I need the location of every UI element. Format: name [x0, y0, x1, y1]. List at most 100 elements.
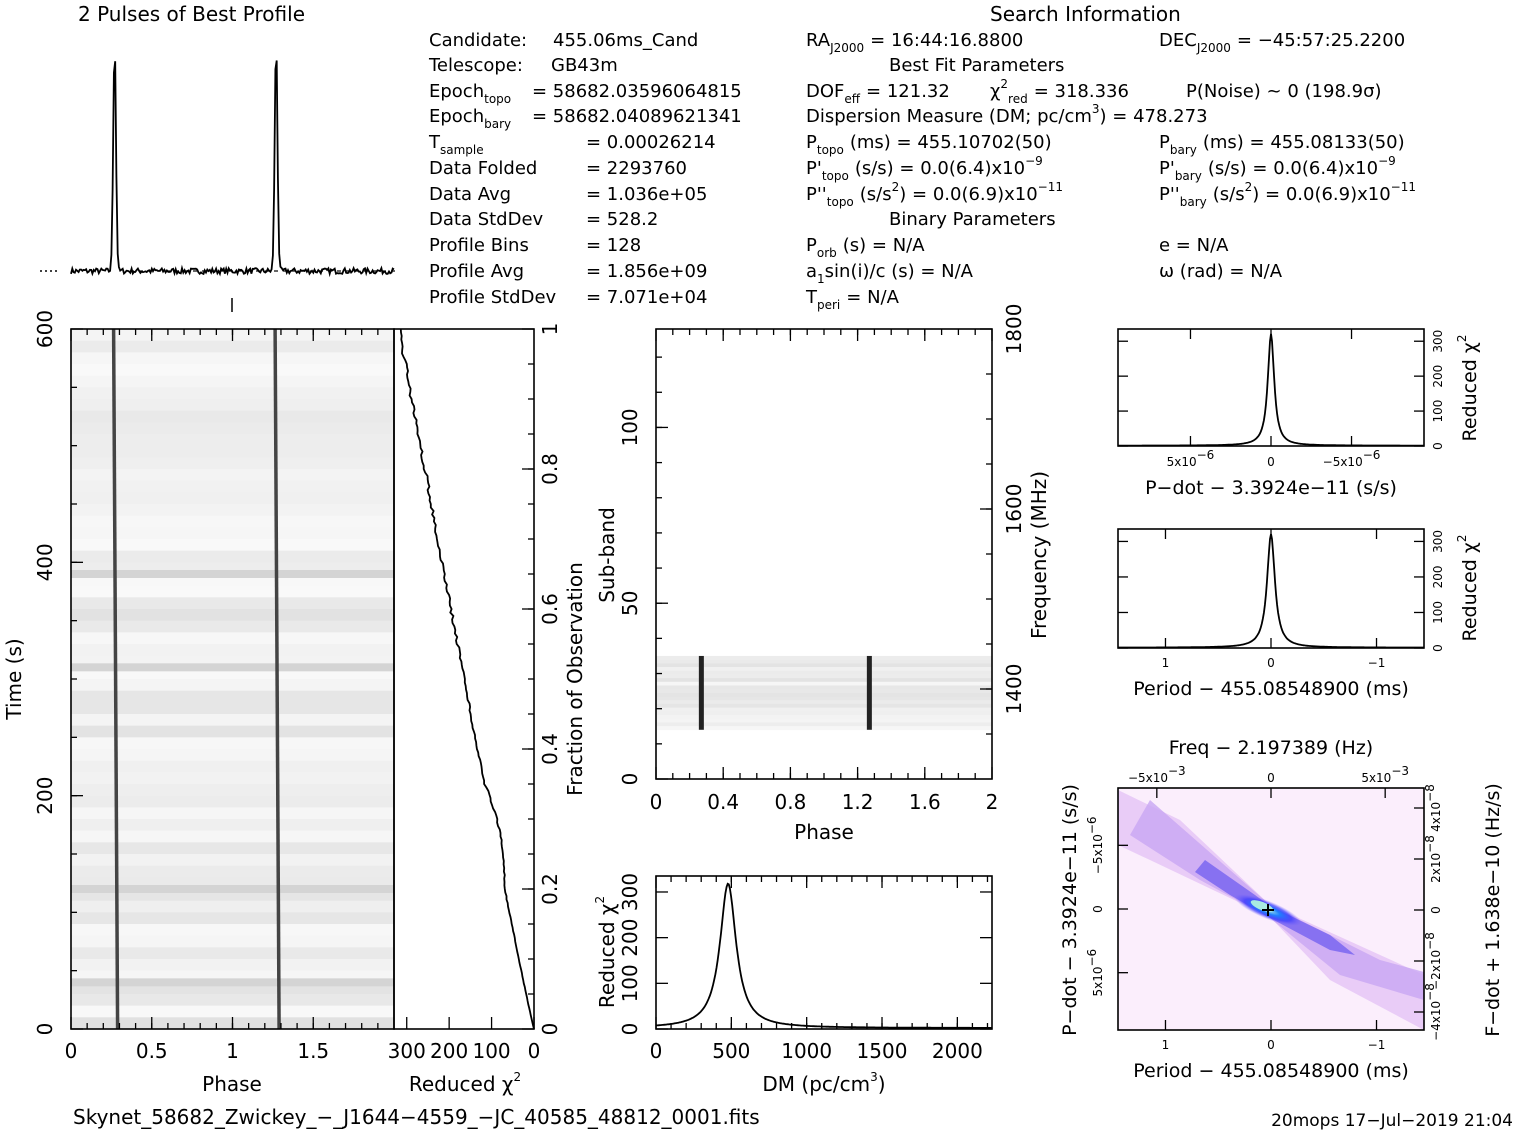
- chi-time-plot: 300 200 100 0 0 0.2 0.4 0.6 0.8 1 Reduced χ2 Frac…: [388, 323, 587, 1096]
- subband-xtick-label: 0: [650, 790, 663, 814]
- chi-label: χ: [990, 81, 1000, 102]
- pdot-chi-ticks: 5x10−6 0 −5x10−6 0 100 200 300: [1118, 329, 1445, 469]
- subband-row: [656, 674, 992, 679]
- pddtopo-sup: 2: [892, 180, 900, 194]
- p-pdot-y2tick-label: −2x10−8: [1423, 932, 1443, 990]
- time-phase-xtick-label: 1.5: [297, 1039, 329, 1063]
- ptopo-sub: topo: [817, 143, 844, 157]
- pdtopo-exp: −9: [1025, 154, 1043, 168]
- data-stddev-value: = 528.2: [586, 209, 658, 230]
- asini-value: sin(i)/c (s) = N/A: [825, 261, 974, 282]
- time-phase-pulse-1: [111, 328, 120, 1030]
- footer-stamp: 20mops 17−Jul−2019 21:04: [1271, 1111, 1513, 1131]
- dec-value: = −45:57:25.2200: [1237, 30, 1405, 51]
- time-phase-row: [71, 364, 394, 377]
- time-phase-row: [71, 807, 394, 820]
- profile-curve: [70, 60, 395, 278]
- pdot-chi-xlabel: P−dot − 3.3924e−11 (s/s): [1145, 477, 1397, 499]
- time-phase-row: [71, 504, 394, 517]
- time-phase-dark-row: [71, 978, 394, 987]
- candidate-label: Candidate:: [429, 30, 527, 51]
- subband-row: [656, 663, 992, 668]
- chi-time-ytick-label: 0.2: [538, 873, 562, 905]
- time-phase-row: [71, 515, 394, 528]
- profile-avg-value: = 1.856e+09: [586, 261, 707, 282]
- pdtopo-sub: topo: [822, 169, 849, 183]
- dm-chi-ticks: 0 500 1000 1500 2000 0 100 200 300: [618, 873, 992, 1063]
- dm-chi-xtick-label: 1500: [857, 1039, 908, 1063]
- profile-bins-label: Profile Bins: [429, 235, 529, 256]
- best-fit-marker-icon: [1262, 904, 1274, 916]
- p-pdot-y2tick-label: 2x10−8: [1423, 835, 1443, 883]
- period-chi-xtick-label: 0: [1267, 656, 1275, 670]
- pdot-chi-xtick-label: −5x10−6: [1323, 448, 1381, 469]
- chi-time-xlabel: Reduced χ2: [409, 1070, 521, 1096]
- telescope-label: Telescope:: [428, 55, 523, 76]
- pdtopo-label: P': [806, 158, 822, 179]
- tperi-sub: peri: [817, 298, 840, 312]
- time-phase-dark-row: [71, 663, 394, 672]
- pdot-chi-ylabel: Reduced χ2: [1455, 335, 1481, 442]
- porb-value: (s) = N/A: [843, 235, 925, 256]
- profile-avg-label: Profile Avg: [429, 261, 524, 282]
- tsample-value: = 0.00026214: [586, 132, 716, 153]
- time-phase-dark-row: [71, 570, 394, 578]
- tperi-label: T: [805, 287, 818, 308]
- subband-ylabel: Sub-band: [595, 507, 619, 603]
- time-phase-row: [71, 457, 394, 470]
- time-phase-strips: [71, 329, 394, 1030]
- subband-ytick-label: 50: [618, 590, 642, 615]
- dof-sub: eff: [844, 92, 860, 106]
- time-phase-row: [71, 900, 394, 913]
- time-phase-row: [71, 375, 394, 388]
- pddbary-value: (s/s: [1213, 184, 1245, 205]
- epoch-bary-label: Epoch: [429, 106, 484, 127]
- time-phase-row: [71, 550, 394, 563]
- p-pdot-toptick-label: −5x10−3: [1128, 764, 1186, 785]
- period-chi-ytick-label: 0: [1431, 644, 1445, 652]
- chi-time-xlabel-text: Reduced χ: [409, 1072, 514, 1096]
- tsample-label: T: [428, 132, 441, 153]
- chi-time-xtick-label: 0: [528, 1039, 541, 1063]
- p-pdot-xtick-label: −1: [1368, 1038, 1386, 1052]
- epoch-topo-sub: topo: [484, 92, 511, 106]
- subband-row: [656, 696, 992, 701]
- time-phase-row: [71, 597, 394, 610]
- data-avg-value: = 1.036e+05: [586, 184, 707, 205]
- dm-chi-ytick-label: 100: [618, 964, 642, 1002]
- pdbary-sub: bary: [1175, 169, 1202, 183]
- subband-ticks: 0 0.4 0.8 1.2 1.6 2 0 50 100 1400 1600 1800: [618, 304, 1026, 814]
- p-pdot-ylabel: P−dot − 3.3924e−11 (s/s): [1059, 784, 1081, 1036]
- dof-value: = 121.32: [866, 81, 950, 102]
- chi-time-xtick-label: 300: [388, 1039, 426, 1063]
- time-phase-xtick-label: 0.5: [136, 1039, 168, 1063]
- pddbary-line: P''bary (s/s2) = 0.0(6.9)x10−11: [1159, 180, 1416, 209]
- time-phase-row: [71, 410, 394, 423]
- dm-chi-xlabel-text: DM (pc/cm: [762, 1072, 870, 1096]
- subband-xtick-label: 0.4: [707, 790, 739, 814]
- time-phase-ylabel: Time (s): [2, 638, 26, 720]
- porb-line: Porb (s) = N/A: [806, 235, 925, 260]
- ptopo-value: (ms) = 455.10702(50): [850, 132, 1052, 153]
- time-phase-row: [71, 445, 394, 458]
- chi-time-xlabel-sup: 2: [513, 1070, 521, 1084]
- epoch-bary-sub: bary: [484, 117, 511, 131]
- time-phase-row: [71, 772, 394, 785]
- subband-xtick-label: 2: [986, 790, 999, 814]
- p-pdot-ytick-label: 0: [1091, 905, 1105, 913]
- dm-chi-xtick-label: 1000: [781, 1039, 832, 1063]
- subband-row: [656, 678, 992, 683]
- ptopo-label: P: [806, 132, 817, 153]
- time-phase-row: [71, 912, 394, 925]
- subband-xlabel: Phase: [794, 820, 854, 844]
- chi-time-ytick-label: 0.8: [538, 453, 562, 485]
- chi-time-ytick-label: 1: [538, 323, 562, 336]
- time-phase-row: [71, 760, 394, 773]
- dm-text: Dispersion Measure (DM; pc/cm: [806, 106, 1092, 127]
- pdtopo-value: (s/s) = 0.0(6.4)x10: [855, 158, 1025, 179]
- epoch-topo-label: Epoch: [429, 81, 484, 102]
- time-phase-row: [71, 994, 394, 1007]
- pdot-chi-ytick-label: 200: [1431, 365, 1445, 388]
